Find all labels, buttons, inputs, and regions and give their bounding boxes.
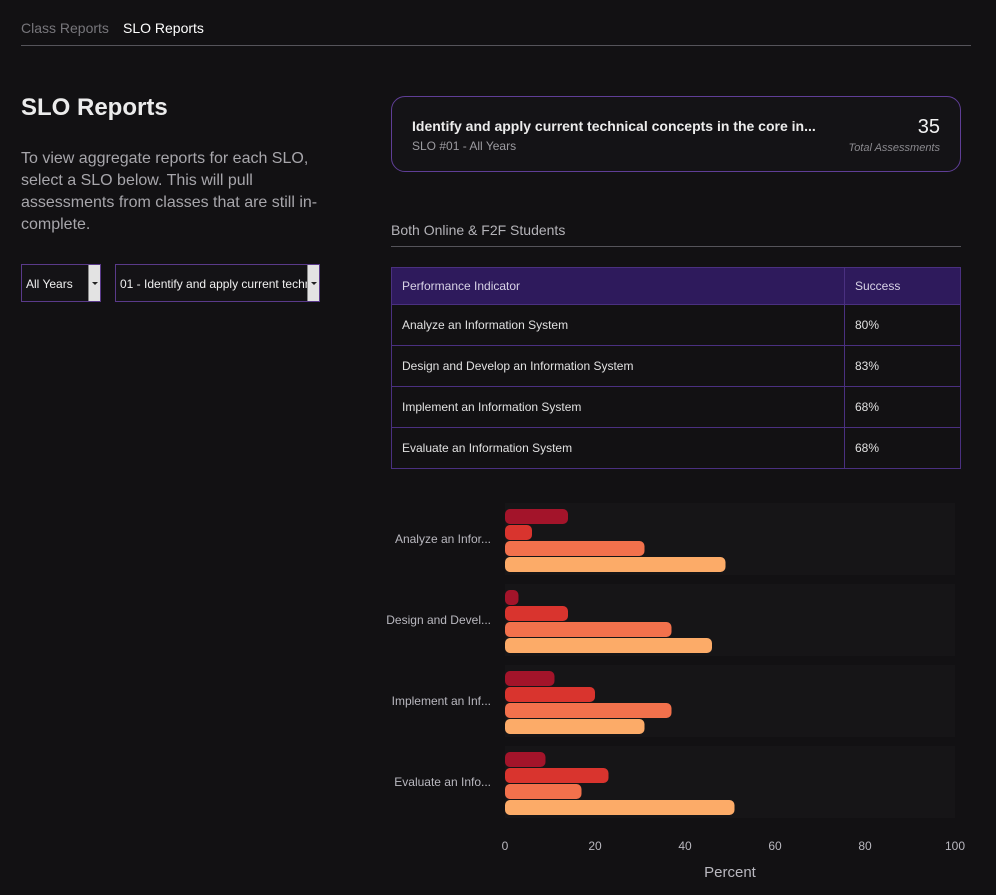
slo-select[interactable]: 01 - Identify and apply current technica… (115, 264, 320, 302)
chart-bar (505, 719, 645, 734)
student-group-label: Both Online & F2F Students (391, 222, 961, 247)
success-cell: 68% (844, 386, 961, 428)
chart-bar (505, 557, 726, 572)
chart-x-tick-label: 60 (768, 839, 782, 853)
chart-bar (505, 800, 735, 815)
slo-summary-card: Identify and apply current technical con… (391, 96, 961, 172)
year-select[interactable]: All Years (21, 264, 101, 302)
success-cell: 68% (844, 427, 961, 469)
performance-table: Performance Indicator Success Analyze an… (391, 267, 961, 469)
chart-category-label: Design and Devel... (386, 613, 491, 627)
indicator-cell: Implement an Information System (391, 386, 845, 428)
chart-x-tick-label: 80 (858, 839, 872, 853)
table-row: Design and Develop an Information System… (391, 345, 961, 387)
chart-bar (505, 525, 532, 540)
chart-bar (505, 638, 712, 653)
performance-bar-chart: Analyze an Infor... Design and Devel... Im… (386, 503, 965, 881)
total-assessments-label: Total Assessments (848, 142, 940, 154)
chart-bar (505, 687, 595, 702)
indicator-cell: Evaluate an Information System (391, 427, 845, 469)
chevron-down-icon[interactable] (307, 265, 319, 301)
total-assessments-count: 35 (917, 116, 940, 138)
slo-title: Identify and apply current technical con… (412, 118, 816, 134)
tab-class-reports[interactable]: Class Reports (21, 20, 109, 36)
chart-bar (505, 768, 609, 783)
chart-category-label: Analyze an Infor... (395, 532, 491, 546)
report-tabs: Class Reports SLO Reports (21, 20, 971, 46)
table-header-row: Performance Indicator Success (391, 267, 961, 305)
success-cell: 83% (844, 345, 961, 387)
chart-category-label: Evaluate an Info... (394, 775, 491, 789)
intro-text: To view aggregate reports for each SLO, … (21, 150, 318, 233)
chart-bar (505, 703, 672, 718)
table-row: Implement an Information System 68% (391, 386, 961, 428)
slo-subtitle: SLO #01 - All Years (412, 139, 517, 153)
chart-x-tick-label: 20 (588, 839, 602, 853)
header-performance-indicator: Performance Indicator (391, 267, 845, 305)
header-success: Success (844, 267, 961, 305)
success-cell: 80% (844, 304, 961, 346)
table-row: Analyze an Information System 80% (391, 304, 961, 346)
chart-bar (505, 784, 582, 799)
chart-x-tick-label: 0 (502, 839, 509, 853)
indicator-cell: Analyze an Information System (391, 304, 845, 346)
chart-x-axis-label: Percent (704, 864, 757, 881)
slo-select-value: 01 - Identify and apply current technica… (120, 277, 319, 291)
year-select-value: All Years (26, 277, 73, 291)
chart-bar (505, 509, 568, 524)
chart-bar (505, 671, 555, 686)
chart-bar (505, 606, 568, 621)
page-title: SLO Reports (21, 94, 168, 121)
chart-bar (505, 622, 672, 637)
chevron-down-icon[interactable] (88, 265, 100, 301)
table-row: Evaluate an Information System 68% (391, 427, 961, 469)
chart-category-label: Implement an Inf... (392, 694, 491, 708)
chart-bar (505, 541, 645, 556)
chart-x-tick-label: 40 (678, 839, 692, 853)
tab-slo-reports[interactable]: SLO Reports (123, 20, 204, 36)
indicator-cell: Design and Develop an Information System (391, 345, 845, 387)
chart-bar (505, 590, 519, 605)
chart-bar (505, 752, 546, 767)
chart-x-tick-label: 100 (945, 839, 965, 853)
